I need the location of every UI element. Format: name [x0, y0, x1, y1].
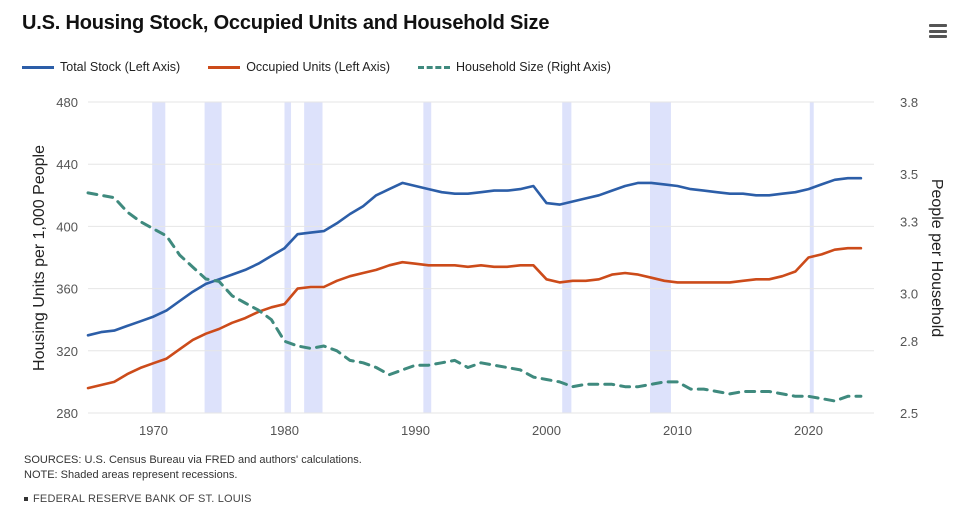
y-axis-left-title: Housing Units per 1,000 People — [31, 145, 48, 371]
series-line-0 — [86, 176, 863, 337]
y-right-tick-label: 2.5 — [900, 406, 918, 421]
recession-band-0 — [152, 102, 166, 413]
x-tick-label: 1980 — [270, 423, 299, 438]
recession-band-6 — [649, 102, 671, 413]
legend-label-household-size: Household Size (Right Axis) — [456, 60, 611, 74]
x-tick-label: 2000 — [532, 423, 561, 438]
legend-item-total-stock[interactable]: Total Stock (Left Axis) — [22, 60, 180, 74]
legend-label-total-stock: Total Stock (Left Axis) — [60, 60, 181, 74]
y-right-tick-label: 3.5 — [900, 167, 918, 182]
legend-label-occupied-units: Occupied Units (Left Axis) — [246, 60, 390, 74]
recession-band-1 — [204, 102, 222, 413]
y-left-tick-label: 320 — [56, 344, 78, 359]
y-left-tick-label: 440 — [56, 157, 78, 172]
legend-swatch-household-size — [418, 65, 450, 69]
x-tick-label: 2020 — [794, 423, 823, 438]
x-tick-label: 1990 — [401, 423, 430, 438]
legend-swatch-total-stock — [22, 65, 54, 69]
brand-text: FEDERAL RESERVE BANK OF ST. LOUIS — [33, 493, 252, 505]
legend-item-household-size[interactable]: Household Size (Right Axis) — [418, 60, 611, 74]
hamburger-menu-icon[interactable] — [929, 24, 947, 38]
brand-bullet-icon — [24, 497, 28, 501]
brand-footer: FEDERAL RESERVE BANK OF ST. LOUIS — [24, 493, 252, 505]
y-left-tick-label: 480 — [56, 95, 78, 110]
x-tick-label: 2010 — [663, 423, 692, 438]
legend-swatch-occupied-units — [208, 65, 241, 69]
recession-band-3 — [304, 102, 323, 413]
sources-note: SOURCES: U.S. Census Bureau via FRED and… — [24, 454, 362, 466]
y-left-tick-label: 400 — [56, 219, 78, 234]
y-left-tick-label: 360 — [56, 282, 78, 297]
legend-item-occupied-units[interactable]: Occupied Units (Left Axis) — [208, 60, 390, 74]
y-right-tick-label: 2.8 — [900, 334, 918, 349]
y-axis-right-title: People per Household — [928, 179, 945, 337]
x-tick-label: 1970 — [139, 423, 168, 438]
y-left-tick-label: 280 — [56, 406, 78, 421]
recession-band-5 — [562, 102, 572, 413]
y-right-tick-label: 3.3 — [900, 215, 918, 230]
y-right-tick-label: 3.8 — [900, 95, 918, 110]
chart-legend: Total Stock (Left Axis) Occupied Units (… — [22, 60, 639, 74]
recession-band-4 — [423, 102, 432, 413]
chart-title: U.S. Housing Stock, Occupied Units and H… — [22, 12, 550, 34]
y-right-tick-label: 3.0 — [900, 286, 918, 301]
recession-band-2 — [284, 102, 292, 413]
series-line-1 — [86, 246, 863, 390]
recession-note: NOTE: Shaded areas represent recessions. — [24, 469, 238, 481]
series-line-2 — [86, 191, 863, 403]
